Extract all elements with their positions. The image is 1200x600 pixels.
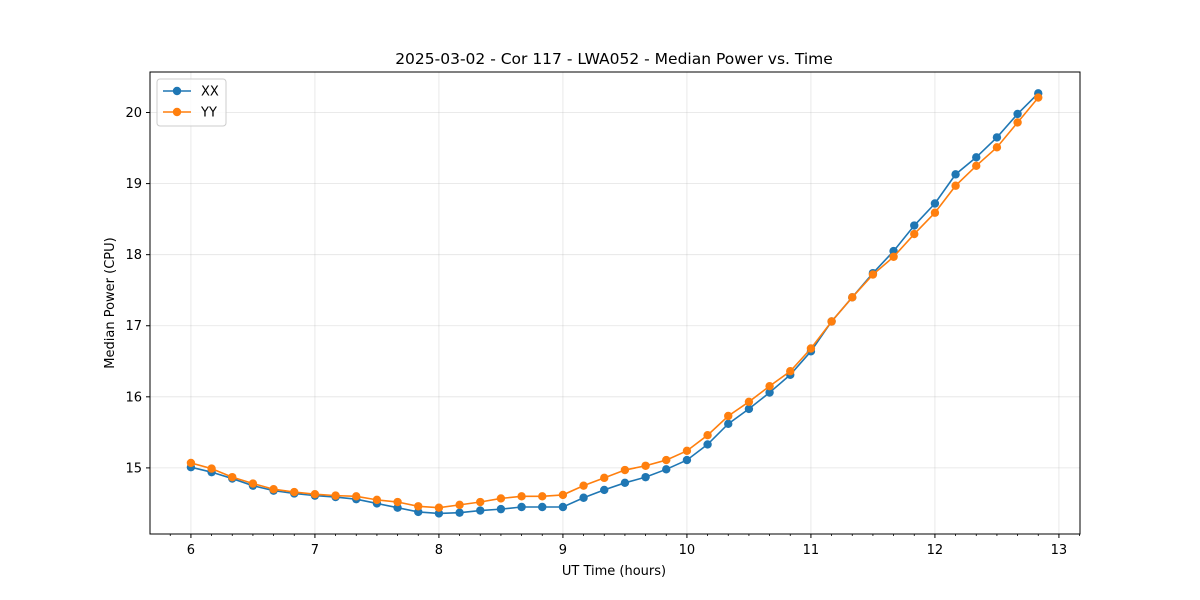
data-point-xx <box>496 504 506 514</box>
y-tick-label: 16 <box>125 390 142 405</box>
series-line-yy <box>190 97 1039 509</box>
data-point-xx <box>579 493 588 502</box>
data-point-yy <box>414 502 423 511</box>
y-tick-label: 18 <box>125 248 142 263</box>
y-tick-label: 19 <box>125 177 142 192</box>
y-tick-label: 15 <box>125 461 142 476</box>
data-point-xx <box>620 478 630 488</box>
data-point-yy <box>579 481 588 490</box>
x-tick-label: 13 <box>1051 543 1068 558</box>
x-tick-label: 10 <box>679 543 696 558</box>
data-point-yy <box>930 208 940 217</box>
data-point-xx <box>992 133 1002 142</box>
chart-title: 2025-03-02 - Cor 117 - LWA052 - Median P… <box>395 50 833 68</box>
data-point-yy <box>620 465 630 475</box>
series-line-xx <box>190 92 1039 515</box>
data-point-xx <box>910 221 919 230</box>
data-point-yy <box>558 490 568 500</box>
data-point-xx <box>703 440 712 449</box>
x-axis-label: UT Time (hours) <box>562 564 666 579</box>
legend: XX YY <box>156 78 227 127</box>
data-point-yy <box>992 143 1002 152</box>
data-point-yy <box>848 293 857 302</box>
data-point-yy <box>765 381 774 391</box>
legend-label: XX <box>201 85 219 100</box>
data-point-yy <box>476 497 485 507</box>
x-tick-label: 9 <box>559 543 567 558</box>
data-point-yy <box>600 473 609 483</box>
y-tick-label: 17 <box>125 319 142 334</box>
data-point-yy <box>662 455 671 465</box>
data-point-yy <box>331 491 340 500</box>
data-point-yy <box>310 489 320 499</box>
data-point-xx <box>538 502 547 512</box>
data-point-yy <box>228 472 237 482</box>
x-tick-label: 11 <box>803 543 820 558</box>
data-point-xx <box>930 199 940 208</box>
data-point-xx <box>1013 109 1022 119</box>
data-point-xx <box>558 502 568 512</box>
data-point-xx <box>600 485 609 495</box>
legend-entry-xx: XX <box>163 85 219 100</box>
x-tick-label: 12 <box>927 543 944 558</box>
legend-marker <box>172 107 182 117</box>
data-point-xx <box>662 465 671 474</box>
data-point-yy <box>248 479 258 488</box>
data-point-yy <box>207 464 216 473</box>
x-axis-ticks: 6 7 8 9 10 11 12 13 <box>169 534 1080 558</box>
data-point-yy <box>703 431 712 440</box>
legend-label: YY <box>200 106 217 121</box>
y-axis-ticks: 15 16 17 18 19 20 <box>125 106 150 476</box>
data-point-xx <box>724 419 733 429</box>
legend-entry-yy: YY <box>163 106 217 121</box>
legend-marker <box>172 86 182 96</box>
data-point-yy <box>889 252 898 261</box>
x-tick-label: 6 <box>187 543 195 558</box>
data-point-yy <box>269 485 278 494</box>
data-point-yy <box>724 411 733 421</box>
data-point-yy <box>910 229 919 239</box>
data-point-xx <box>455 508 464 517</box>
data-point-yy <box>1013 118 1022 127</box>
grid <box>150 72 1080 534</box>
data-point-yy <box>393 497 402 507</box>
data-point-yy <box>434 503 444 512</box>
data-point-yy <box>517 492 526 501</box>
data-point-xx <box>765 388 774 397</box>
data-point-yy <box>786 367 795 376</box>
data-point-yy <box>290 487 299 497</box>
data-point-yy <box>868 270 878 279</box>
y-axis-label: Median Power (CPU) <box>103 237 118 368</box>
data-point-yy <box>1034 93 1043 102</box>
data-point-yy <box>744 397 754 406</box>
data-point-yy <box>682 446 692 456</box>
data-point-yy <box>186 458 196 468</box>
data-point-xx <box>476 506 485 515</box>
x-tick-label: 7 <box>311 543 319 558</box>
data-point-xx <box>972 153 981 162</box>
data-point-xx <box>517 502 526 512</box>
data-point-xx <box>951 170 960 179</box>
data-point-yy <box>352 492 361 501</box>
data-point-yy <box>455 500 464 510</box>
y-tick-label: 20 <box>125 106 142 121</box>
plot-series <box>186 89 1043 518</box>
series-yy <box>186 93 1043 512</box>
x-tick-label: 8 <box>435 543 443 558</box>
data-point-yy <box>951 181 960 190</box>
plot-frame <box>149 71 1081 535</box>
data-point-xx <box>744 404 754 414</box>
data-point-yy <box>538 492 547 501</box>
data-point-xx <box>641 472 650 482</box>
data-point-yy <box>806 344 816 353</box>
data-point-yy <box>641 461 650 470</box>
data-point-yy <box>496 494 506 503</box>
data-point-yy <box>827 317 836 326</box>
data-point-yy <box>972 161 981 171</box>
data-point-xx <box>682 455 692 465</box>
data-point-yy <box>372 495 382 505</box>
